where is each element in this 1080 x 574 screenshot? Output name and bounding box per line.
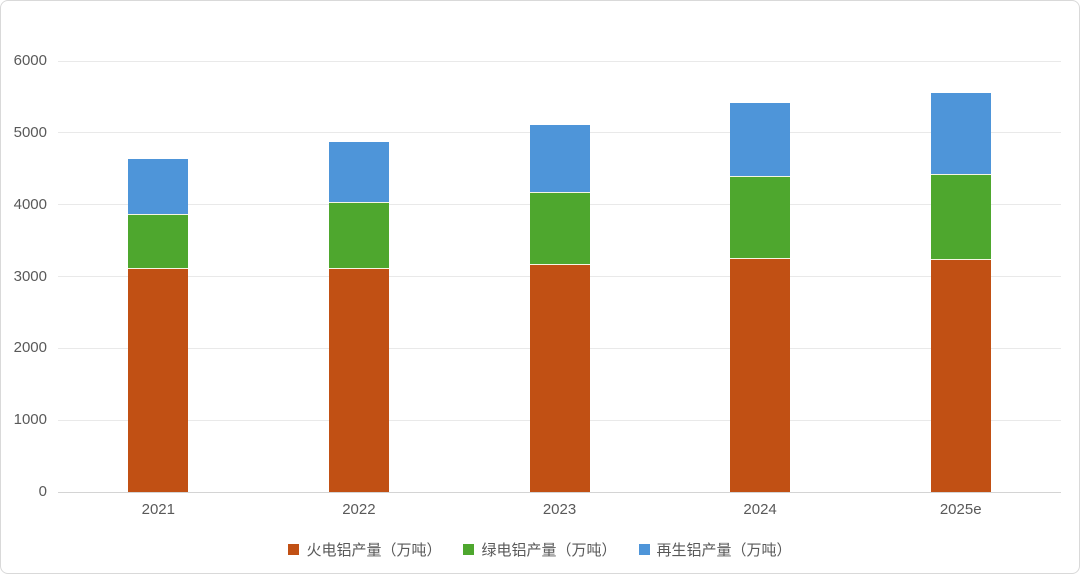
legend-swatch-icon	[463, 544, 475, 555]
bar-segment-series2-2021	[128, 215, 189, 269]
bar-segment-series1-2022	[328, 269, 389, 492]
x-axis-label-2022: 2022	[342, 501, 376, 518]
y-axis-tick-label: 4000	[13, 195, 47, 213]
legend-label: 再生铝产量（万吨）	[656, 542, 792, 559]
legend-swatch-icon	[288, 544, 300, 555]
bar-segment-series2-2024	[730, 176, 791, 260]
bar-segment-series3-2023	[529, 124, 590, 194]
bar-segment-series1-2021	[128, 268, 189, 492]
legend-item-2: 绿电铝产量（万吨）	[463, 539, 617, 560]
gridline	[58, 60, 1061, 62]
bar-segment-series2-2022	[328, 203, 389, 270]
y-axis-tick-label: 0	[38, 483, 47, 500]
legend-item-3: 再生铝产量（万吨）	[638, 539, 792, 560]
x-axis-label-2023: 2023	[542, 501, 577, 518]
x-axis-label-2024: 2024	[743, 501, 777, 518]
bar-segment-series2-2025e	[930, 174, 991, 260]
legend-item-1: 火电铝产量（万吨）	[288, 539, 441, 560]
plot-area	[58, 60, 1061, 493]
legend-swatch-icon	[638, 544, 650, 555]
y-axis-tick-label: 1000	[13, 411, 47, 429]
legend: 火电铝产量（万吨） 绿电铝产量（万吨） 再生铝产量（万吨）	[1, 539, 1079, 560]
bar-segment-series3-2024	[730, 102, 791, 177]
y-axis-tick-label: 3000	[13, 267, 47, 285]
bar-segment-series1-2025e	[930, 259, 991, 492]
x-axis-label-2021: 2021	[141, 501, 175, 518]
y-axis-tick-label: 5000	[13, 123, 47, 141]
bar-segment-series1-2023	[529, 265, 590, 492]
bar-segment-series1-2024	[730, 259, 791, 492]
bar-segment-series3-2022	[328, 142, 389, 204]
y-axis-tick-label: 6000	[13, 52, 47, 69]
y-axis-tick-label: 2000	[13, 339, 47, 357]
bar-segment-series3-2021	[128, 158, 189, 216]
bar-segment-series3-2025e	[930, 92, 991, 175]
bar-segment-series2-2023	[529, 193, 590, 266]
legend-label: 火电铝产量（万吨）	[306, 542, 442, 559]
x-axis-label-2025e: 2025e	[939, 501, 982, 518]
legend-label: 绿电铝产量（万吨）	[481, 542, 617, 559]
x-axis-baseline	[58, 492, 1061, 493]
